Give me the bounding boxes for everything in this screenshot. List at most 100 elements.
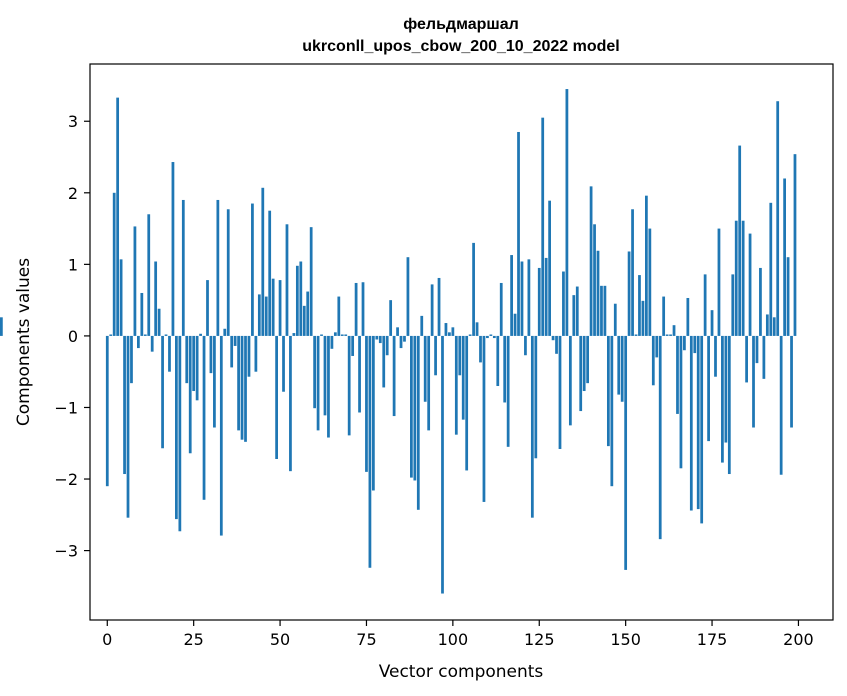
y-tick-label: 0	[68, 327, 78, 346]
bar-98	[444, 323, 448, 336]
bar-106	[472, 242, 475, 336]
bar-145	[606, 335, 610, 447]
chart-title: фельдмаршал	[403, 16, 519, 33]
bar-4	[119, 259, 123, 336]
bar-76	[368, 335, 372, 568]
bar-189	[759, 267, 762, 336]
bar-3	[116, 97, 120, 336]
bar-188	[755, 335, 759, 364]
bar-28	[202, 335, 206, 500]
bar-undefined	[0, 317, 3, 336]
x-tick-label: 100	[438, 630, 469, 649]
bar-54	[292, 333, 296, 336]
bars-group	[0, 89, 797, 594]
bar-152	[631, 209, 634, 336]
bar-40	[244, 335, 247, 442]
bar-162	[665, 334, 669, 336]
bar-37	[233, 335, 237, 346]
bar-87	[406, 257, 410, 336]
bar-83	[392, 335, 396, 417]
bar-59	[309, 227, 313, 336]
bar-57	[302, 305, 306, 336]
bar-35	[226, 209, 230, 336]
bar-30	[209, 335, 213, 374]
bar-80	[382, 335, 386, 388]
bar-187	[752, 335, 755, 428]
bar-78	[375, 335, 379, 340]
bar-67	[337, 296, 341, 336]
bar-137	[579, 335, 583, 412]
x-tick-label: 25	[183, 630, 203, 649]
bar-49	[275, 335, 278, 459]
bar-174	[707, 335, 710, 442]
bar-90	[416, 335, 420, 510]
x-tick-label: 150	[610, 630, 641, 649]
bar-170	[693, 335, 697, 354]
bar-186	[748, 233, 752, 336]
bar-86	[403, 335, 406, 342]
bar-75	[365, 335, 368, 472]
bar-107	[475, 322, 479, 336]
bar-143	[600, 285, 603, 336]
bar-115	[503, 335, 507, 403]
bar-22	[181, 199, 185, 336]
bar-120	[520, 261, 524, 336]
x-tick-label: 75	[356, 630, 376, 649]
bar-178	[721, 335, 724, 463]
bar-108	[479, 335, 482, 363]
bar-158	[651, 335, 655, 386]
bar-127	[544, 257, 548, 336]
bar-51	[282, 335, 285, 392]
bar-159	[655, 335, 659, 358]
bar-62	[320, 334, 323, 336]
bar-197	[786, 257, 790, 336]
bar-175	[710, 310, 714, 336]
bar-34	[223, 328, 227, 336]
bar-121	[524, 335, 527, 356]
bar-103	[461, 335, 465, 420]
bar-173	[703, 274, 707, 336]
bar-5	[123, 335, 126, 475]
bar-88	[410, 335, 413, 478]
x-tick-label: 125	[524, 630, 555, 649]
bar-172	[700, 335, 704, 524]
bar-63	[323, 335, 327, 416]
bar-93	[427, 335, 431, 431]
y-tick-label: −1	[54, 398, 78, 417]
bar-52	[285, 224, 289, 336]
bar-105	[468, 334, 472, 336]
bar-7	[130, 335, 133, 384]
y-tick-label: −3	[54, 542, 78, 561]
bar-91	[420, 315, 424, 336]
bar-11	[143, 334, 147, 336]
bar-12	[147, 214, 151, 336]
bar-0	[105, 335, 109, 487]
bar-33	[219, 335, 223, 536]
bar-2	[112, 192, 116, 336]
bar-46	[264, 296, 268, 336]
bar-182	[734, 220, 738, 336]
bar-149	[620, 335, 624, 402]
bar-73	[358, 335, 361, 413]
bar-129	[551, 335, 555, 341]
bar-110	[486, 335, 489, 339]
bar-65	[330, 335, 334, 349]
x-axis-label: Vector components	[379, 662, 544, 682]
bar-194	[776, 101, 780, 336]
bar-199	[793, 154, 797, 336]
bar-100	[451, 327, 455, 336]
x-tick-label: 50	[270, 630, 290, 649]
bar-132	[562, 271, 565, 336]
bar-81	[385, 335, 389, 356]
bar-166	[679, 335, 683, 469]
bar-41	[247, 335, 251, 377]
bar-21	[178, 335, 182, 532]
bar-77	[371, 335, 375, 491]
bar-176	[714, 335, 717, 377]
bar-56	[299, 261, 303, 336]
bar-95	[434, 335, 437, 376]
bar-19	[171, 162, 175, 336]
bar-10	[140, 292, 144, 336]
bar-164	[672, 325, 676, 336]
